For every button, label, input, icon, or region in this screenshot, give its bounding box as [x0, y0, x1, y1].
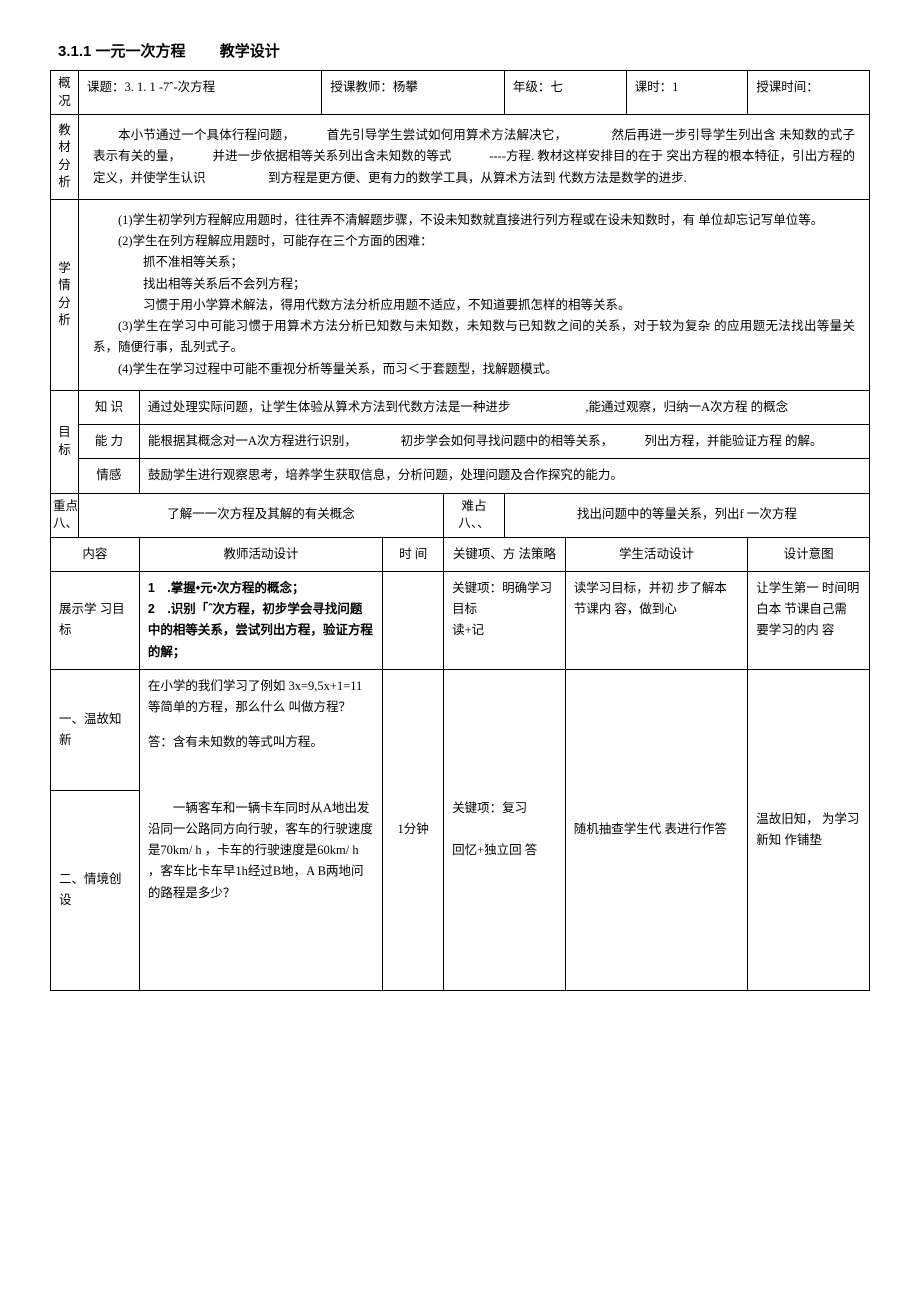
header-student: 学生活动设计: [565, 537, 748, 571]
focus-row: 重点八、 了解一一次方程及其解的有关概念 难占八、、 找出问题中的等量关系，列出…: [51, 493, 870, 537]
goal-emotion-row: 情感 鼓励学生进行观察思考，培养学生获取信息，分析问题，处理问题及合作探究的能力…: [51, 459, 870, 493]
goals-label: 目标: [51, 390, 79, 493]
goal-a-text: 能根据其概念对一A次方程进行识别， 初步学会如何寻找问题中的相等关系， 列出方程…: [139, 425, 869, 459]
r2-student: 随机抽查学生代 表进行作答: [565, 669, 748, 990]
period-cell: 课时：1: [626, 71, 748, 115]
title-sub: 教学设计: [220, 43, 280, 60]
material-label: 教材分析: [51, 115, 79, 200]
goal-knowledge-row: 目标 知 识 通过处理实际问题，让学生体验从算术方法到代数方法是一种进步 ,能通…: [51, 390, 870, 424]
difficulty-label: 难占八、、: [444, 493, 505, 537]
topic-cell: 课题：3. 1. 1 -7ˆ-次方程: [79, 71, 322, 115]
r2-time: 1分钟: [383, 669, 444, 990]
header-content: 内容: [51, 537, 140, 571]
header-teacher: 教师活动设计: [139, 537, 382, 571]
document-title: 3.1.1 一元一次方程 教学设计: [50, 40, 870, 64]
activity-header-row: 内容 教师活动设计 时 间 关键项、方 法策略 学生活动设计 设计意图: [51, 537, 870, 571]
grade-cell: 年级：七: [504, 71, 626, 115]
overview-row: 概况 课题：3. 1. 1 -7ˆ-次方程 授课教师：杨攀 年级：七 课时：1 …: [51, 71, 870, 115]
keypoint-text: 了解一一次方程及其解的有关概念: [79, 493, 444, 537]
learner-row: 学情分析 (1)学生初学列方程解应用题时，往往弄不清解题步骤，不设未知数就直接进…: [51, 199, 870, 390]
time-cell: 授课时间：: [748, 71, 870, 115]
teacher-cell: 授课教师：杨攀: [322, 71, 505, 115]
r3-content: 二、情境创设: [51, 790, 140, 990]
goal-e-label: 情感: [79, 459, 140, 493]
goal-k-label: 知 识: [79, 390, 140, 424]
material-text: 本小节通过一个具体行程问题， 首先引导学生尝试如何用算术方法解决它， 然后再进一…: [79, 115, 870, 200]
overview-label: 概况: [51, 71, 79, 115]
r1-time: [383, 571, 444, 669]
r2-content: 一、温故知新: [51, 669, 140, 790]
r2-key: 关键项：复习 回忆+独立回 答: [444, 669, 566, 990]
goal-k-text: 通过处理实际问题，让学生体验从算术方法到代数方法是一种进步 ,能通过观察，归纳一…: [139, 390, 869, 424]
learner-label: 学情分析: [51, 199, 79, 390]
difficulty-text: 找出问题中的等量关系，列出f 一次方程: [504, 493, 869, 537]
keypoint-label: 重点八、: [51, 493, 79, 537]
activity-row-2: 一、温故知新 在小学的我们学习了例如 3x=9,5x+1=11等简单的方程，那么…: [51, 669, 870, 790]
goal-ability-row: 能 力 能根据其概念对一A次方程进行识别， 初步学会如何寻找问题中的相等关系， …: [51, 425, 870, 459]
r2-intent: 温故旧知， 为学习新知 作铺垫: [748, 669, 870, 990]
r1-teacher: 1 .掌握•元•次方程的概念； 2 .识别「ˆ次方程，初步学会寻找问题 中的相等…: [139, 571, 382, 669]
header-time: 时 间: [383, 537, 444, 571]
r1-intent: 让学生第一 时间明白本 节课自己需 要学习的内 容: [748, 571, 870, 669]
header-key: 关键项、方 法策略: [444, 537, 566, 571]
r1-student: 读学习目标，并初 步了解本节课内 容，做到心: [565, 571, 748, 669]
goal-a-label: 能 力: [79, 425, 140, 459]
activity-row-1: 展示学 习目标 1 .掌握•元•次方程的概念； 2 .识别「ˆ次方程，初步学会寻…: [51, 571, 870, 669]
learner-text: (1)学生初学列方程解应用题时，往往弄不清解题步骤，不设未知数就直接进行列方程或…: [79, 199, 870, 390]
r1-key: 关键项：明确学习目标 读+记: [444, 571, 566, 669]
r2-r3-teacher: 在小学的我们学习了例如 3x=9,5x+1=11等简单的方程，那么什么 叫做方程…: [139, 669, 382, 990]
r1-content: 展示学 习目标: [51, 571, 140, 669]
material-row: 教材分析 本小节通过一个具体行程问题， 首先引导学生尝试如何用算术方法解决它， …: [51, 115, 870, 200]
header-intent: 设计意图: [748, 537, 870, 571]
title-main: 3.1.1 一元一次方程: [58, 43, 186, 60]
goal-e-text: 鼓励学生进行观察思考，培养学生获取信息，分析问题，处理问题及合作探究的能力。: [139, 459, 869, 493]
lesson-plan-table: 概况 课题：3. 1. 1 -7ˆ-次方程 授课教师：杨攀 年级：七 课时：1 …: [50, 70, 870, 991]
